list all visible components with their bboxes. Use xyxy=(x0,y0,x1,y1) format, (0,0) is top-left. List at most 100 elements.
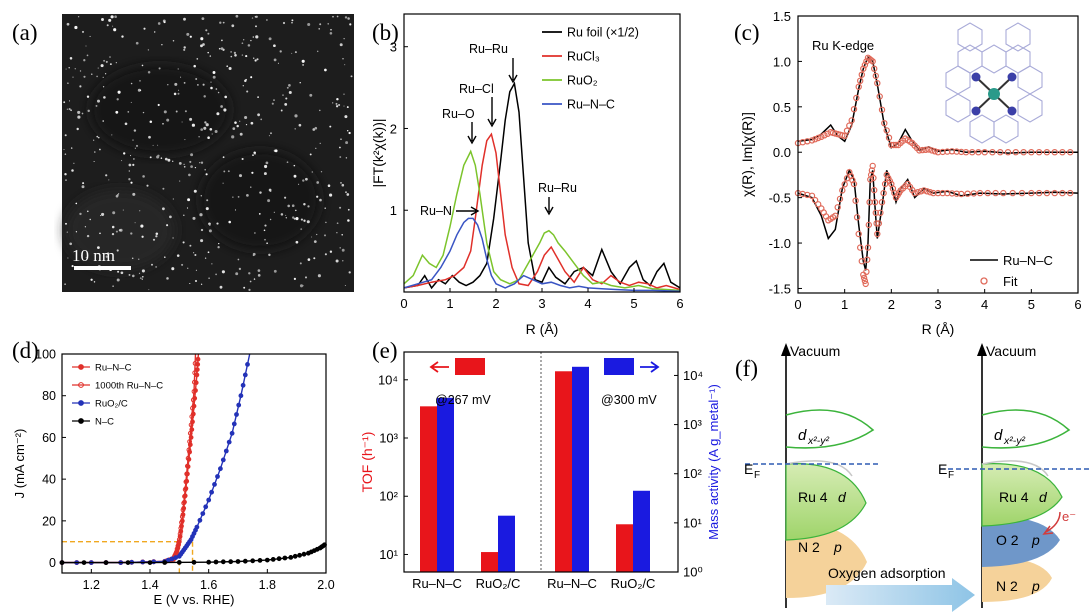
molecule-inset xyxy=(945,22,1043,144)
svg-text:N 2: N 2 xyxy=(798,539,820,555)
data-marker xyxy=(226,439,232,445)
data-marker xyxy=(209,489,215,495)
fit-marker xyxy=(839,187,846,194)
fit-marker xyxy=(847,172,855,180)
fit-marker xyxy=(1066,189,1074,197)
fit-marker xyxy=(878,198,886,206)
y-tick-label: 2 xyxy=(390,121,397,136)
data-marker xyxy=(187,430,193,436)
data-marker xyxy=(270,557,276,562)
fit-marker xyxy=(864,244,872,251)
data-marker xyxy=(218,466,223,472)
y-tick-label: 0.0 xyxy=(773,145,791,160)
fit-marker xyxy=(846,168,853,176)
data-marker xyxy=(147,560,153,565)
fit-marker xyxy=(860,65,867,72)
x-tick-label: 1 xyxy=(841,297,848,312)
svg-text:d: d xyxy=(838,489,847,505)
data-marker xyxy=(176,560,182,565)
y-tick-label: -0.5 xyxy=(769,191,791,206)
fit-marker xyxy=(877,209,884,216)
legend-label: RuCl₃ xyxy=(567,50,600,64)
data-marker xyxy=(242,372,248,378)
data-marker xyxy=(288,555,294,560)
condition-label-2: @300 mV xyxy=(601,393,657,407)
data-marker xyxy=(213,559,219,565)
y-tick-label: -1.0 xyxy=(769,236,791,251)
data-marker xyxy=(183,479,189,485)
fit-marker xyxy=(981,148,988,156)
legend-marker xyxy=(78,400,84,406)
x-tick-label: 2 xyxy=(492,296,499,311)
fit-marker xyxy=(880,189,887,197)
fit-marker xyxy=(821,132,828,139)
data-marker xyxy=(186,447,192,453)
svg-text:d: d xyxy=(1039,489,1048,505)
fit-marker xyxy=(1059,148,1066,156)
y-tick-label: 80 xyxy=(42,389,56,403)
data-marker xyxy=(194,524,200,530)
svg-text:E: E xyxy=(938,461,947,477)
data-marker xyxy=(185,455,191,461)
y-tick-label-right: 10² xyxy=(683,466,702,481)
fit-marker xyxy=(857,77,864,85)
fit-marker xyxy=(920,187,928,194)
y-tick-label-left: 10⁴ xyxy=(378,372,398,387)
bar-tof xyxy=(420,406,437,572)
y-axis-label-left: TOF (h⁻¹) xyxy=(359,432,375,493)
data-marker xyxy=(176,537,182,542)
fit-marker xyxy=(853,94,860,102)
data-marker xyxy=(191,559,197,565)
panel-d-frame xyxy=(61,353,327,574)
fit-marker xyxy=(969,148,976,156)
series-line xyxy=(403,132,681,291)
svg-text:Ru–O: Ru–O xyxy=(442,107,475,121)
fit-marker xyxy=(853,214,861,221)
fit-marker xyxy=(852,197,859,204)
data-marker xyxy=(185,463,190,469)
panel-b-annotations: Ru–Ru Ru–Cl Ru–O Ru–N Ru–Ru xyxy=(420,42,577,218)
fit-marker xyxy=(811,135,819,143)
fit-marker xyxy=(1059,189,1066,197)
y-tick-label: 3 xyxy=(390,40,397,55)
fit-marker xyxy=(861,277,869,285)
data-marker xyxy=(257,558,263,563)
adsorption-label: Oxygen adsorption xyxy=(828,565,946,581)
series-line xyxy=(403,149,681,292)
svg-text:Ru 4: Ru 4 xyxy=(798,489,828,505)
fit-marker xyxy=(890,141,897,149)
svg-text:d: d xyxy=(994,427,1003,444)
fit-marker xyxy=(858,71,866,78)
fit-marker xyxy=(881,119,888,127)
fit-marker xyxy=(878,106,886,114)
fit-marker xyxy=(917,188,925,195)
x-axis-label: E (V vs. RHE) xyxy=(154,592,235,607)
fit-marker xyxy=(841,181,848,188)
data-marker xyxy=(187,439,193,445)
fit-marker xyxy=(958,190,965,198)
fit-marker xyxy=(976,189,984,197)
data-marker xyxy=(229,430,235,436)
x-tick-label: 2.0 xyxy=(317,578,334,592)
data-marker xyxy=(203,504,209,510)
fit-marker xyxy=(1043,148,1051,156)
series-line xyxy=(403,81,681,290)
svg-text:d: d xyxy=(798,427,807,444)
edge-label: Ru K-edge xyxy=(812,38,874,53)
data-marker xyxy=(242,558,248,564)
data-marker xyxy=(200,511,206,516)
data-marker xyxy=(238,393,244,399)
legend-label: Ru–N–C xyxy=(1003,253,1053,268)
adsorption-arrow xyxy=(826,578,975,612)
panel-e-label: (e) xyxy=(372,338,398,363)
svg-text:x²-y²: x²-y² xyxy=(807,435,829,447)
data-marker xyxy=(195,356,201,362)
panel-a-label: (a) xyxy=(12,20,38,45)
data-marker xyxy=(197,517,203,523)
data-marker xyxy=(184,471,190,477)
y-tick-label: 20 xyxy=(42,514,56,528)
data-marker xyxy=(174,549,179,555)
fit-marker xyxy=(849,176,856,184)
fit-marker xyxy=(836,195,844,203)
x-tick-label: 2 xyxy=(888,297,895,312)
